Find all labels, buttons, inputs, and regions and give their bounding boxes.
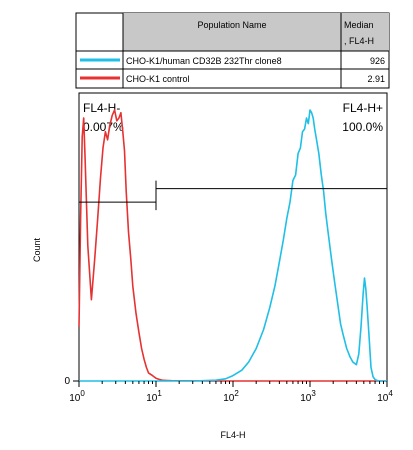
gate-neg-percent: 0.007% xyxy=(83,120,124,134)
x-tick-label: 104 xyxy=(377,389,393,404)
legend-median-clone8: 926 xyxy=(370,56,385,66)
gate-neg-name: FL4-H- xyxy=(83,101,120,115)
x-tick-label: 102 xyxy=(223,389,239,404)
legend-header-median-cell xyxy=(341,13,389,51)
legend-median-control: 2.91 xyxy=(367,74,385,84)
y-axis-title: Count xyxy=(32,238,42,263)
series-line-clone8 xyxy=(79,109,387,382)
x-tick-label: 101 xyxy=(146,389,162,404)
x-tick-label: 100 xyxy=(69,389,85,404)
legend-table: Population Name Median , FL4-H CHO-K1/hu… xyxy=(75,12,390,89)
legend-header-median-line2: , FL4-H xyxy=(344,36,374,46)
legend-header-median-line1: Median xyxy=(344,20,374,30)
y-tick-label: 0 xyxy=(64,376,70,387)
gate-pos-name: FL4-H+ xyxy=(343,101,383,115)
series-line-control xyxy=(78,109,387,382)
plot-frame xyxy=(78,92,388,382)
legend-name-control: CHO-K1 control xyxy=(126,74,190,84)
x-axis-title: FL4-H xyxy=(220,430,245,440)
legend-header-name-cell xyxy=(123,13,341,51)
gate-pos-percent: 100.0% xyxy=(342,120,383,134)
x-tick-label: 103 xyxy=(300,389,316,404)
legend-header-name: Population Name xyxy=(197,20,266,30)
gate-pos-bar xyxy=(155,180,387,197)
gate-neg-bar xyxy=(78,194,157,211)
legend-name-clone8: CHO-K1/human CD32B 232Thr clone8 xyxy=(126,56,282,66)
